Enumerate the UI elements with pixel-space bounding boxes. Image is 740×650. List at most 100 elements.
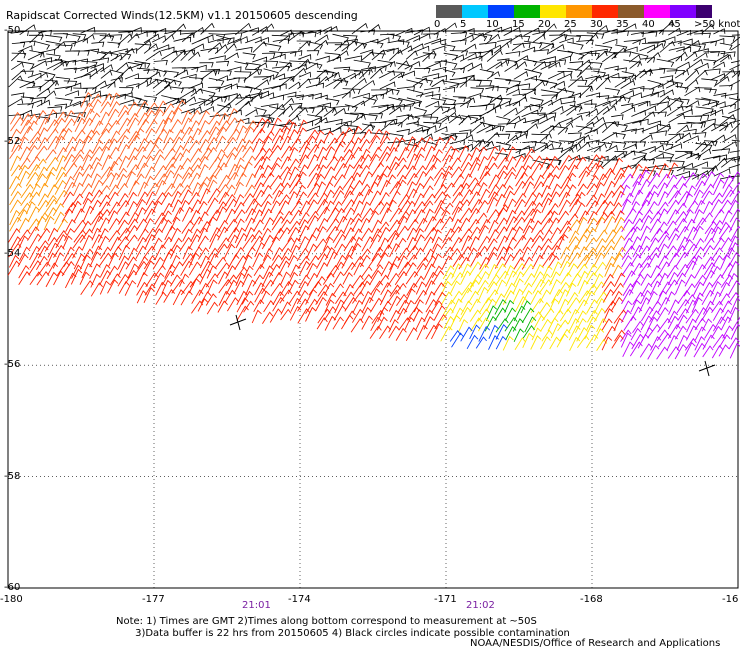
wind-barb — [691, 297, 703, 313]
wind-barb — [387, 39, 405, 45]
wind-barb — [460, 52, 477, 62]
wind-barb — [162, 34, 175, 44]
wind-barb — [334, 233, 347, 249]
wind-barb — [343, 283, 354, 297]
wind-barb — [197, 298, 209, 312]
wind-barb — [143, 43, 159, 54]
wind-barb — [595, 24, 609, 34]
wind-barb — [575, 156, 590, 162]
wind-barb — [646, 52, 661, 64]
wind-barb — [205, 273, 219, 288]
wind-barb — [244, 246, 256, 260]
wind-barb — [629, 180, 642, 197]
wind-barb — [511, 42, 525, 51]
wind-barb — [135, 97, 148, 106]
wind-barb — [9, 190, 22, 206]
wind-barb — [371, 200, 385, 215]
wind-barb — [44, 109, 57, 125]
wind-barb — [297, 107, 315, 114]
wind-barb — [29, 252, 42, 269]
wind-barb — [100, 264, 111, 278]
wind-barb — [424, 280, 436, 296]
wind-barb — [683, 209, 694, 223]
wind-barb — [512, 262, 526, 278]
wind-barb — [28, 156, 41, 169]
wind-barb — [494, 307, 507, 322]
wind-barb — [657, 234, 671, 250]
wind-barb — [413, 26, 431, 36]
wind-barb — [486, 71, 500, 80]
wind-barb — [189, 100, 206, 106]
wind-barb — [278, 255, 290, 269]
wind-barb — [287, 254, 298, 268]
wind-barb — [290, 67, 307, 81]
wind-barb — [424, 255, 437, 271]
wind-barb — [233, 36, 248, 44]
wind-barb — [398, 261, 412, 276]
wind-barb — [370, 297, 383, 313]
wind-barb — [242, 193, 254, 206]
wind-barb — [425, 299, 438, 313]
wind-barb — [523, 123, 539, 134]
wind-barb — [233, 280, 245, 295]
wind-barb — [172, 207, 185, 223]
wind-barb — [674, 182, 688, 199]
wind-barb — [137, 228, 149, 242]
wind-barb — [172, 164, 185, 179]
wind-barb — [488, 191, 499, 205]
wind-barb — [649, 83, 664, 90]
wind-barb — [323, 282, 335, 296]
wind-barb — [160, 46, 175, 53]
wind-barb — [73, 66, 89, 72]
wind-barb — [179, 273, 190, 287]
wind-barb — [422, 73, 440, 79]
wind-barb — [397, 255, 408, 269]
wind-barb — [107, 101, 121, 117]
wind-barb — [62, 235, 73, 249]
wind-barb — [317, 192, 328, 205]
wind-barb — [577, 270, 589, 287]
wind-barb — [664, 245, 677, 259]
wind-barb — [578, 279, 589, 294]
wind-barb — [674, 325, 687, 340]
wind-barb — [233, 209, 246, 223]
wind-barb — [262, 248, 274, 261]
wind-barb — [340, 148, 353, 162]
wind-barb — [530, 162, 544, 178]
wind-barb — [34, 72, 49, 81]
notes-line-1: Note: 1) Times are GMT 2)Times along bot… — [116, 616, 537, 627]
wind-barb — [272, 182, 285, 196]
wind-barb — [171, 136, 183, 152]
wind-barb — [146, 143, 160, 160]
wind-barb — [497, 38, 512, 44]
wind-barb — [478, 49, 494, 60]
wind-barb — [397, 299, 409, 314]
wind-barb — [296, 191, 308, 205]
wind-barb — [10, 182, 22, 197]
wind-barb — [623, 46, 638, 53]
wind-barb — [144, 208, 156, 222]
wind-barb — [359, 254, 371, 268]
wind-barb — [378, 237, 389, 252]
wind-barb — [477, 286, 489, 303]
wind-barb — [496, 246, 508, 261]
wind-barb — [171, 49, 187, 63]
wind-barb — [235, 272, 246, 286]
wind-barb — [443, 315, 455, 330]
wind-barb — [197, 200, 208, 214]
wind-barb — [547, 317, 559, 332]
wind-barb — [520, 246, 532, 261]
wind-barb — [531, 327, 542, 341]
wind-barb — [574, 263, 588, 278]
wind-barb — [9, 144, 23, 159]
wind-barb — [197, 235, 209, 249]
wind-barb — [611, 141, 627, 148]
wind-barb — [99, 270, 112, 286]
wind-barb — [452, 253, 465, 268]
wind-barb — [513, 234, 527, 249]
wind-barb — [35, 41, 51, 50]
wind-barb — [521, 225, 534, 241]
wind-barb — [451, 67, 465, 74]
wind-barb — [155, 216, 168, 232]
wind-barb — [36, 255, 48, 271]
